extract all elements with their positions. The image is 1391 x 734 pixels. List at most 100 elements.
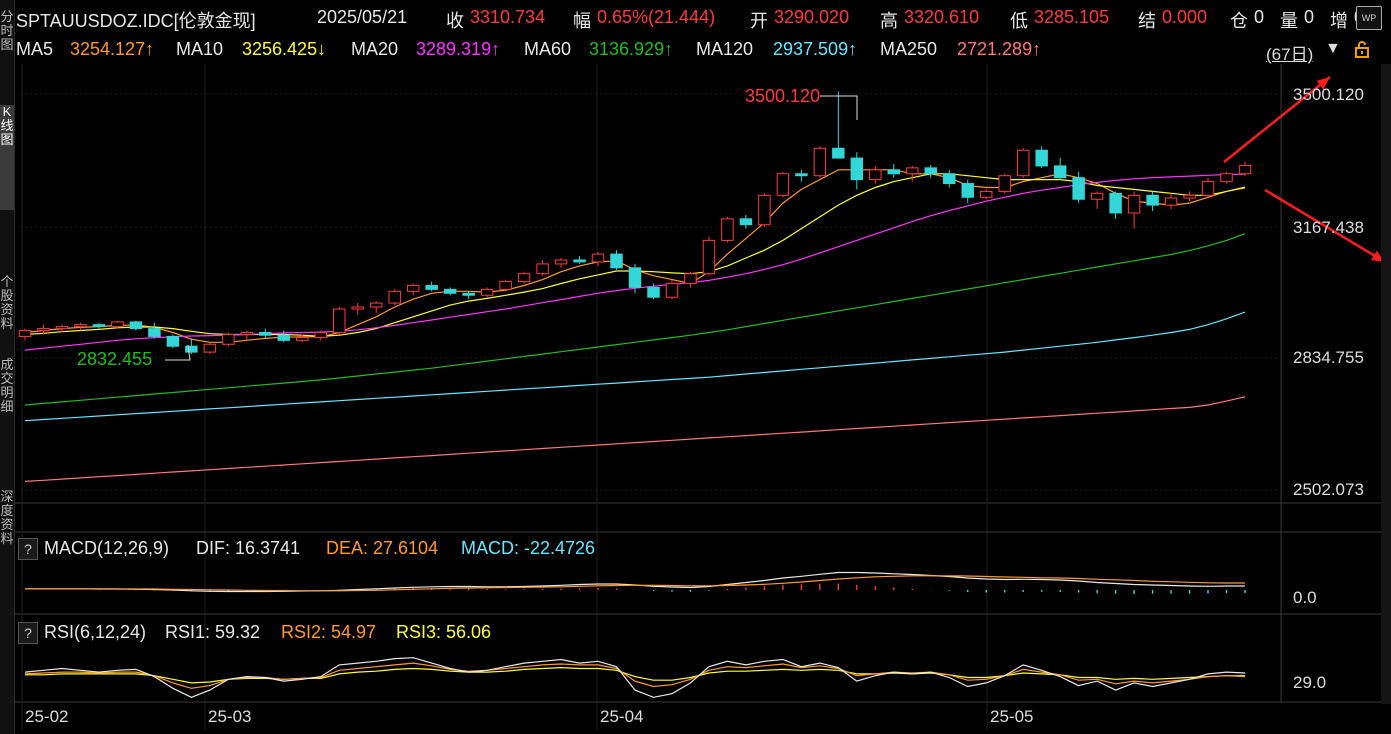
- right-scrollbar[interactable]: [1381, 64, 1391, 704]
- candle-body: [259, 331, 272, 336]
- candle-body: [1016, 149, 1030, 177]
- candle-body: [887, 169, 901, 175]
- ma-line-ma20: [24, 173, 1246, 351]
- sidebar: 分时图 K线图 个股资料 成交明细 深度资料: [0, 0, 15, 734]
- candle-body: [647, 286, 660, 298]
- high-annotation-leader: [820, 95, 858, 120]
- rsi-axis-tick: 29.0: [1293, 673, 1327, 692]
- ma250-value: 2721.289↑: [957, 39, 1042, 59]
- candle-body: [517, 273, 531, 283]
- sidebar-item-profile[interactable]: 个股资料: [0, 274, 14, 331]
- candle-body: [573, 259, 586, 263]
- rsi3-value: RSI3: 56.06: [396, 622, 492, 642]
- candle-body: [37, 328, 50, 332]
- sidebar-item-trades[interactable]: 成交明细: [0, 357, 14, 414]
- candle-body: [185, 345, 198, 353]
- candle-body: [1109, 192, 1122, 214]
- rsi2-line: [24, 662, 1246, 689]
- candle-body: [111, 321, 124, 328]
- candle-body: [610, 253, 623, 269]
- candle-body: [203, 343, 217, 353]
- candle-body: [314, 331, 327, 339]
- candle-body: [906, 167, 919, 175]
- ma-line-ma10: [24, 173, 1246, 338]
- macd-dif: DIF: 16.3741: [196, 538, 301, 558]
- candle-body: [148, 328, 161, 337]
- ma10-value: 3256.425↓: [242, 39, 327, 59]
- open-value: 3290.020: [774, 7, 850, 27]
- candle-body: [1127, 194, 1141, 214]
- candle-body: [129, 321, 143, 330]
- candle-body: [499, 281, 512, 290]
- ma5-label: MA5: [16, 39, 54, 59]
- macd-dea-line: [25, 575, 1245, 592]
- candle-body: [1220, 173, 1233, 183]
- sidebar-item-timeshare[interactable]: 分时图: [0, 9, 14, 52]
- down-arrow: [1264, 188, 1386, 264]
- up-arrow-head: [1316, 77, 1330, 90]
- candle-body: [351, 306, 364, 310]
- volume-label: 量: [1280, 11, 1298, 31]
- candle-body: [1090, 192, 1104, 200]
- candle-body: [943, 173, 956, 185]
- candle-body: [721, 218, 734, 241]
- candle-body: [55, 326, 69, 330]
- candle-body: [369, 302, 383, 308]
- candle-body: [296, 337, 309, 341]
- period-selector[interactable]: (67日): [1266, 45, 1314, 64]
- dropdown-arrow-icon[interactable]: ▼: [1325, 40, 1341, 57]
- ma120-value: 2937.509↑: [773, 39, 858, 59]
- lock-icon[interactable]: [1354, 40, 1372, 58]
- candle-body: [1201, 181, 1215, 196]
- settle-value: 0.000: [1162, 7, 1208, 27]
- low-label: 低: [1010, 11, 1028, 31]
- candle-body: [554, 259, 568, 265]
- candle-body: [795, 173, 808, 177]
- candle-body: [166, 335, 180, 347]
- candle-body: [240, 331, 254, 335]
- candle-body: [702, 239, 716, 275]
- change-value: 0.65%(21.444): [597, 7, 716, 27]
- ma20-value: 3289.319↑: [416, 39, 501, 59]
- ma120-label: MA120: [696, 39, 754, 59]
- sidebar-item-depth[interactable]: 深度资料: [0, 489, 14, 546]
- candle-body: [665, 283, 679, 298]
- macd-dea: DEA: 27.6104: [326, 538, 439, 558]
- candle-body: [480, 288, 494, 296]
- rsi-title: RSI(6,12,24): [44, 622, 147, 642]
- candle-body: [813, 147, 827, 177]
- candle-body: [406, 284, 420, 292]
- ma60-label: MA60: [524, 39, 572, 59]
- candle-body: [591, 253, 605, 263]
- sidebar-item-kline[interactable]: K线图: [0, 105, 14, 210]
- rsi2-value: RSI2: 54.97: [281, 622, 377, 642]
- settle-label: 结: [1138, 11, 1156, 31]
- candle-body: [74, 324, 87, 328]
- candle-body: [388, 290, 401, 304]
- date-tick-4: 25-05: [990, 707, 1034, 726]
- position-value: 0: [1254, 7, 1265, 27]
- candle-body: [443, 288, 457, 294]
- price-tick-3: 2834.755: [1293, 348, 1364, 367]
- candle-body: [536, 263, 549, 275]
- candle-body: [869, 169, 882, 181]
- candle-body: [1238, 165, 1252, 175]
- ma-line-ma5: [24, 169, 1246, 343]
- candle-body: [998, 175, 1011, 192]
- candle-body: [1053, 165, 1067, 179]
- macd-dif-line: [25, 571, 1245, 593]
- candle-body: [776, 173, 790, 196]
- up-arrow: [1223, 76, 1331, 163]
- macd-help-button[interactable]: ?: [18, 538, 38, 560]
- candle-body: [92, 324, 106, 328]
- window-toggle-icon[interactable]: WP: [1356, 6, 1382, 30]
- ma5-value: 3254.127↑: [70, 39, 155, 59]
- rsi-help-button[interactable]: ?: [18, 622, 38, 644]
- ma-bar: MA5 3254.127↑ MA10 3256.425↓ MA20 3289.3…: [14, 37, 1391, 65]
- candle-body: [425, 284, 438, 290]
- high-label: 高: [880, 11, 898, 31]
- candle-body: [684, 273, 697, 285]
- candle-body: [850, 157, 864, 181]
